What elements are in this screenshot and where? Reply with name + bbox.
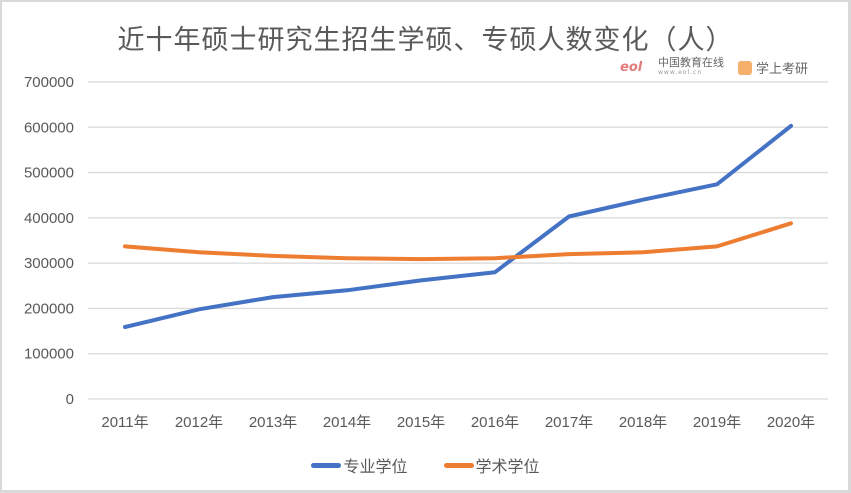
legend-swatch-academic bbox=[443, 462, 474, 468]
eol-watermark-sub: www.eol.cn bbox=[658, 69, 703, 76]
legend-label-academic: 学术学位 bbox=[475, 457, 540, 476]
y-tick-label: 400000 bbox=[24, 210, 74, 227]
y-tick-label: 600000 bbox=[24, 119, 74, 136]
legend-swatch-professional bbox=[311, 462, 342, 468]
xueshang-watermark-name: 学上考研 bbox=[756, 62, 809, 77]
y-tick-label: 300000 bbox=[24, 255, 74, 272]
x-tick-label: 2011年 bbox=[101, 414, 148, 431]
x-tick-label: 2020年 bbox=[767, 414, 815, 431]
y-tick-label: 100000 bbox=[24, 346, 74, 363]
legend-label-professional: 专业学位 bbox=[343, 457, 408, 476]
legend-item-professional: 专业学位 bbox=[311, 453, 408, 477]
xueshang-watermark: 学上考研 bbox=[738, 58, 808, 77]
series-line-professional bbox=[123, 123, 793, 329]
series-line-academic bbox=[123, 221, 793, 262]
legend-item-academic: 学术学位 bbox=[443, 453, 540, 477]
chart-title: 近十年硕士研究生招生学硕、专硕人数变化（人） bbox=[117, 25, 734, 56]
x-tick-label: 2018年 bbox=[619, 414, 667, 431]
x-tick-label: 2017年 bbox=[545, 414, 593, 431]
y-tick-label: 200000 bbox=[24, 300, 74, 317]
x-tick-label: 2016年 bbox=[471, 414, 519, 431]
eol-logo-icon: eol bbox=[620, 60, 643, 75]
x-tick-label: 2013年 bbox=[249, 414, 297, 431]
legend: 专业学位 学术学位 bbox=[0, 453, 851, 477]
eol-watermark: eol 中国教育在线 www.eol.cn bbox=[620, 56, 724, 78]
y-tick-label: 0 bbox=[66, 391, 74, 408]
y-tick-label: 700000 bbox=[24, 74, 74, 91]
x-tick-label: 2019年 bbox=[693, 414, 741, 431]
x-tick-label: 2015年 bbox=[397, 414, 445, 431]
x-tick-label: 2012年 bbox=[175, 414, 223, 431]
y-tick-label: 500000 bbox=[24, 165, 74, 182]
xueshang-logo-icon bbox=[738, 60, 752, 75]
x-tick-label: 2014年 bbox=[323, 414, 371, 431]
eol-watermark-name: 中国教育在线 bbox=[658, 56, 724, 69]
